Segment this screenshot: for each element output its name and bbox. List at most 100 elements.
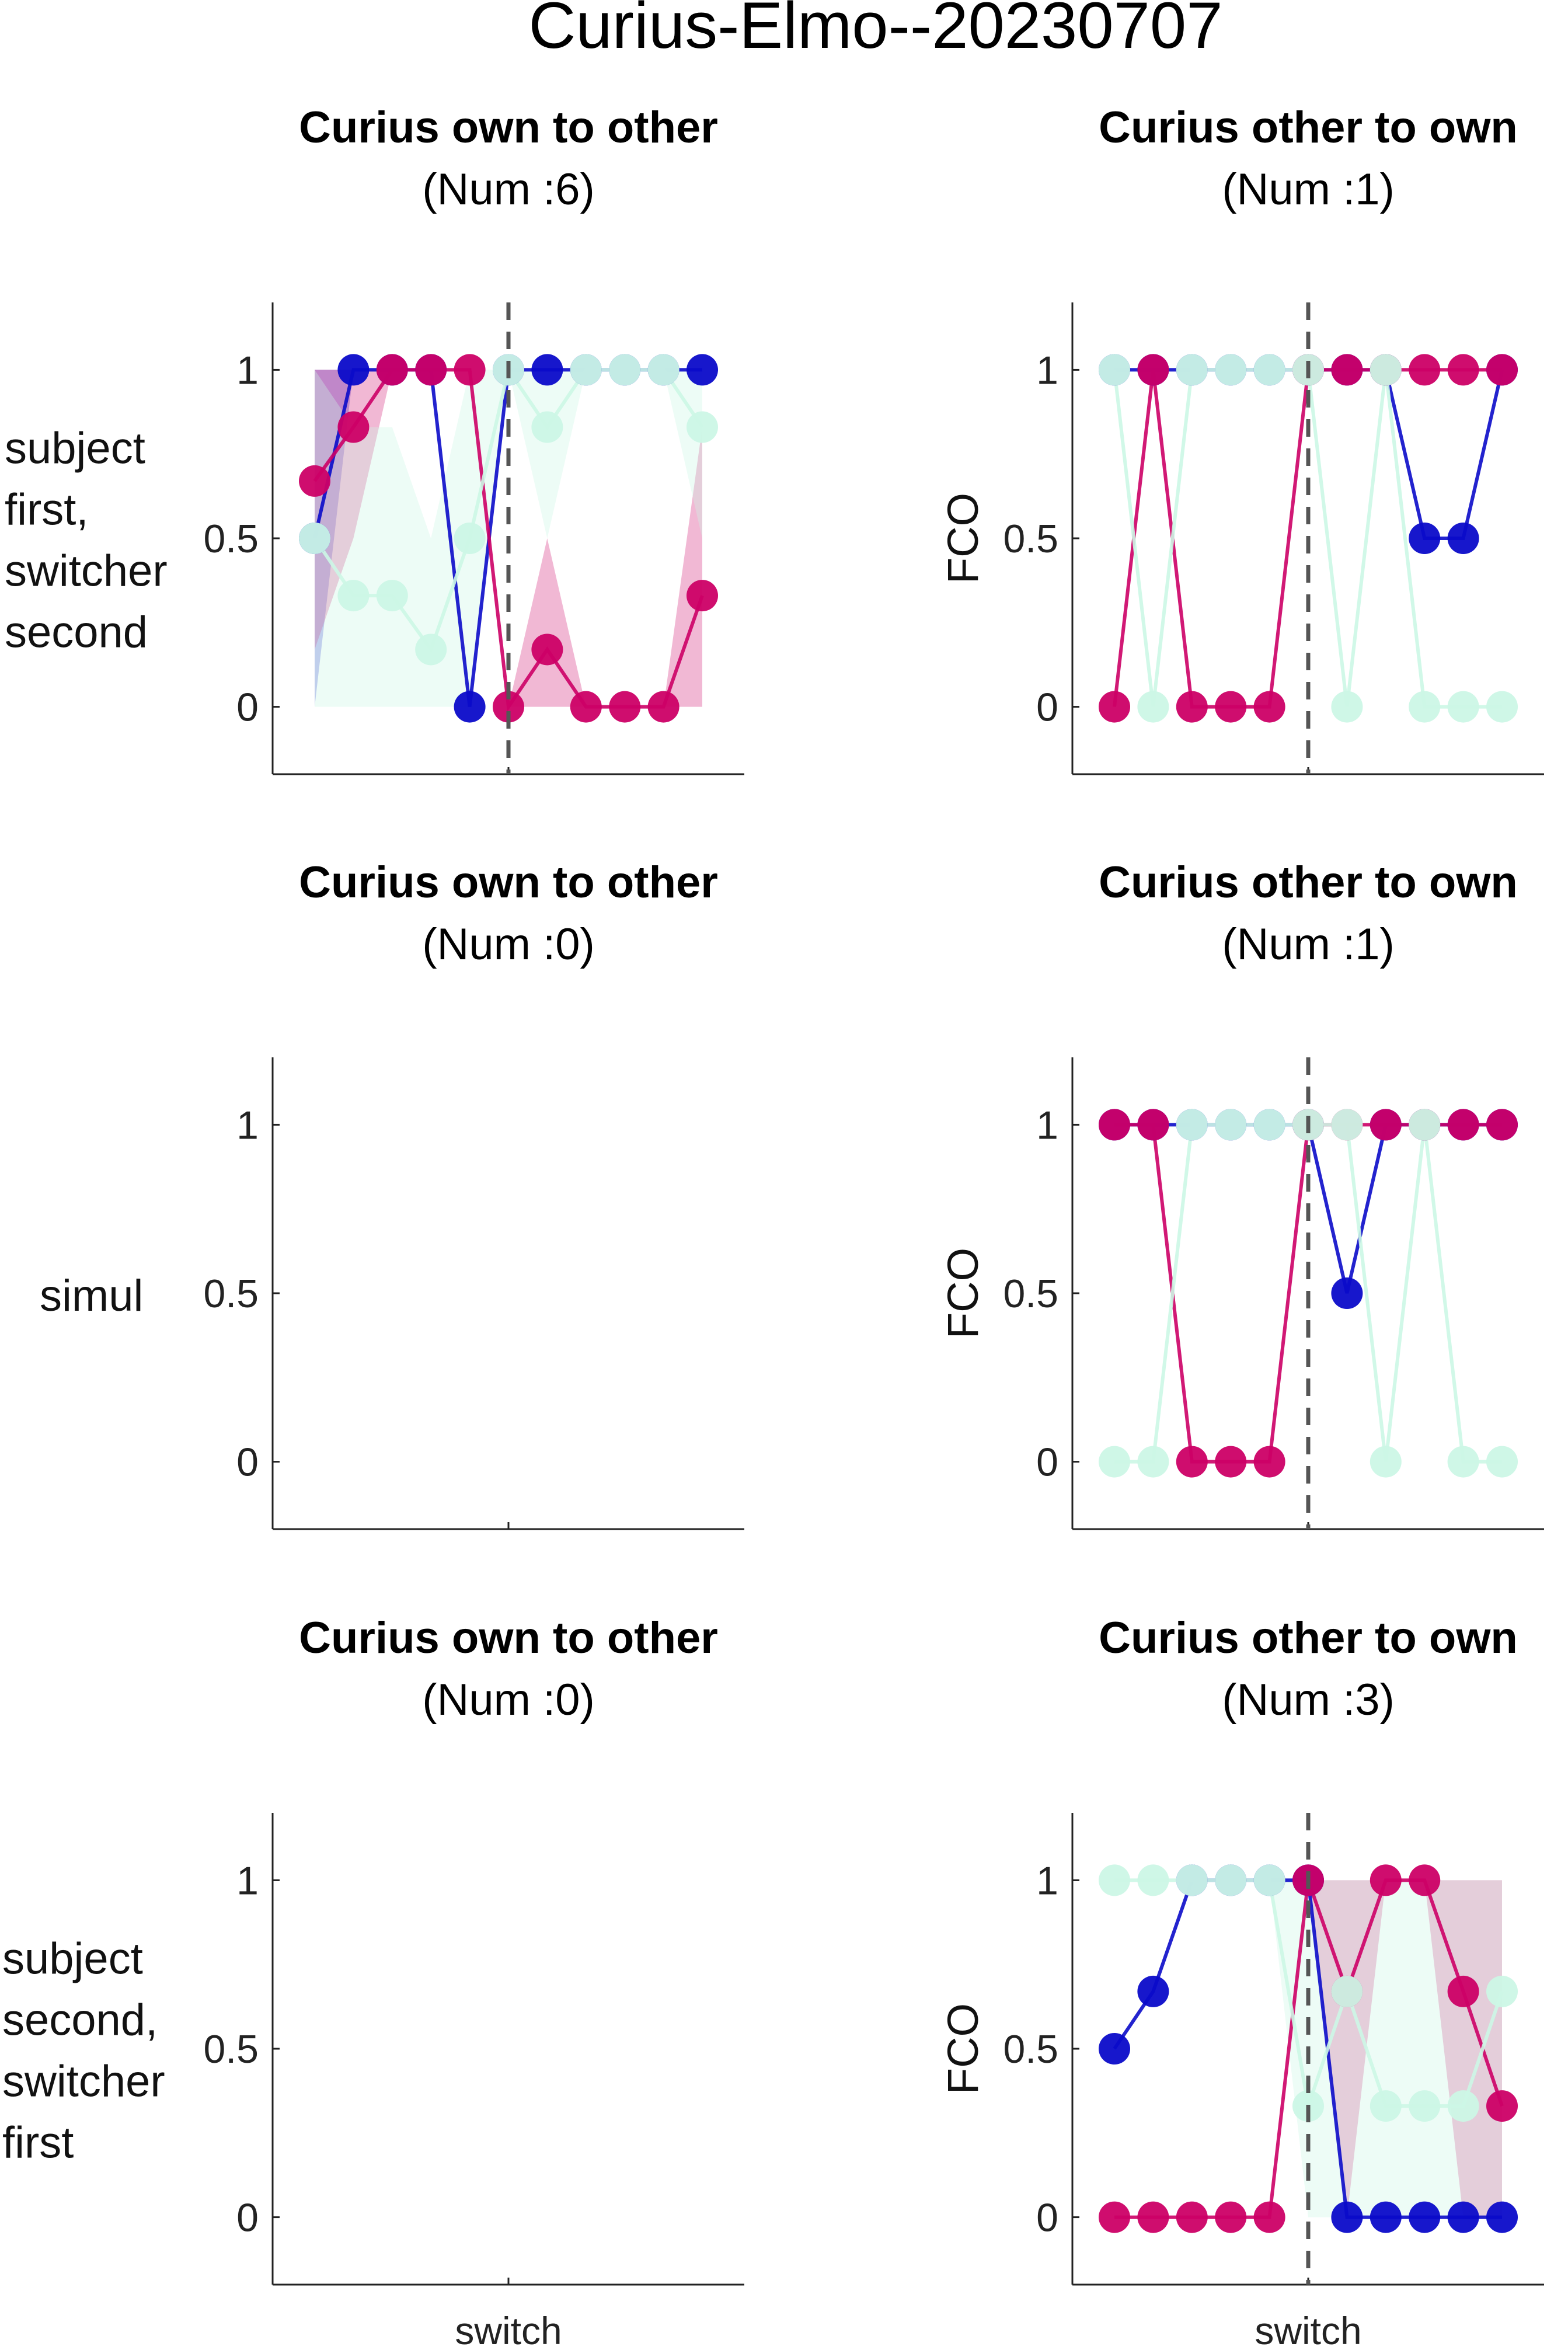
y-axis-label: FCO	[939, 1248, 987, 1339]
data-point-mint	[1176, 354, 1208, 386]
row-label-3-line-1: subject	[2, 1934, 143, 1984]
data-point-blue	[1331, 1277, 1363, 1309]
data-point-mint	[531, 411, 563, 443]
data-point-mint	[1331, 1975, 1363, 2007]
data-point-mint	[1176, 1109, 1208, 1141]
data-point-magenta	[1253, 2201, 1285, 2233]
y-tick-label: 0.5	[1003, 517, 1058, 561]
panel-3: 0 0.5 1 Curius own to other (Num :0)	[203, 858, 744, 1530]
data-point-mint	[1253, 1109, 1285, 1141]
data-point-mint	[1447, 1446, 1479, 1478]
data-point-mint	[1215, 1864, 1247, 1896]
data-point-mint	[1486, 1975, 1518, 2007]
data-point-magenta	[1215, 1446, 1247, 1478]
data-point-blue	[1137, 1975, 1169, 2007]
data-point-blue	[1370, 2201, 1402, 2233]
data-point-mint	[1215, 1109, 1247, 1141]
data-point-magenta	[1176, 2201, 1208, 2233]
data-point-magenta	[687, 580, 718, 612]
data-point-mint	[1253, 354, 1285, 386]
data-point-magenta	[1215, 2201, 1247, 2233]
band-magenta	[315, 370, 702, 707]
y-tick-label: 0	[1036, 1440, 1058, 1485]
panel-subtitle: (Num :1)	[1222, 165, 1395, 214]
data-point-mint	[1137, 1864, 1169, 1896]
data-point-magenta	[337, 411, 370, 443]
data-point-magenta	[1137, 354, 1169, 386]
data-point-mint	[1176, 1864, 1208, 1896]
data-point-blue	[1331, 2201, 1363, 2233]
data-point-mint	[1486, 1446, 1518, 1478]
data-point-magenta	[1409, 354, 1441, 386]
x-tick-label: switch	[1255, 2309, 1361, 2350]
panel-4: 0 0.5 1 Curius other to own (Num :1) FCO	[939, 858, 1544, 1530]
data-point-blue	[1447, 523, 1479, 554]
panel-title: Curius own to other	[299, 103, 718, 152]
y-tick-label: 0.5	[203, 2027, 259, 2072]
data-point-magenta	[1447, 1109, 1479, 1141]
data-point-mint	[1409, 1109, 1441, 1141]
data-point-mint	[1099, 1864, 1130, 1896]
data-point-magenta	[531, 633, 563, 666]
data-point-blue	[337, 354, 370, 386]
data-point-magenta	[1253, 691, 1285, 723]
y-tick-label: 1	[236, 1858, 259, 1903]
data-point-blue	[1486, 2201, 1518, 2233]
data-point-blue	[1409, 2201, 1441, 2233]
panel-title: Curius own to other	[299, 1613, 718, 1663]
panel-subtitle: (Num :1)	[1222, 920, 1395, 969]
data-point-magenta	[1176, 1446, 1208, 1478]
panel-title: Curius other to own	[1099, 1613, 1518, 1663]
panel-title: Curius other to own	[1099, 858, 1518, 907]
y-tick-label: 0.5	[1003, 2027, 1058, 2072]
y-tick-label: 0	[236, 685, 259, 730]
data-point-mint	[376, 580, 408, 612]
panel-2: 0 0.5 1 Curius other to own (Num :1) FCO	[939, 103, 1544, 775]
data-point-magenta	[609, 691, 641, 723]
data-point-mint	[1331, 1109, 1363, 1141]
y-tick-label: 0.5	[203, 517, 259, 561]
data-point-mint	[1099, 1446, 1130, 1478]
row-label-1-line-1: subject	[5, 424, 145, 474]
y-tick-label: 0.5	[203, 1272, 259, 1316]
data-point-blue	[531, 354, 563, 386]
data-point-mint	[1215, 354, 1247, 386]
data-point-magenta	[415, 354, 447, 386]
data-point-mint	[1486, 691, 1518, 723]
y-tick-label: 1	[236, 348, 259, 392]
figure-title: Curius-Elmo--20230707	[528, 0, 1222, 62]
data-point-magenta	[454, 354, 486, 386]
data-point-magenta	[1331, 354, 1363, 386]
y-tick-label: 0	[1036, 685, 1058, 730]
data-point-magenta	[1370, 1864, 1402, 1896]
data-point-mint	[570, 354, 602, 386]
y-tick-label: 1	[1036, 348, 1058, 392]
data-point-magenta	[1370, 1109, 1402, 1141]
data-point-magenta	[1486, 1109, 1518, 1141]
data-point-mint	[454, 523, 486, 554]
data-point-magenta	[1099, 2201, 1130, 2233]
data-point-mint	[1370, 2090, 1402, 2122]
panel-subtitle: (Num :0)	[422, 920, 595, 969]
data-point-magenta	[493, 691, 524, 723]
data-point-mint	[1370, 354, 1402, 386]
y-tick-label: 1	[1036, 1858, 1058, 1903]
data-point-mint	[1370, 1446, 1402, 1478]
data-point-mint	[687, 411, 718, 443]
data-point-mint	[299, 523, 330, 554]
row-label-3-line-3: switcher	[2, 2057, 165, 2107]
data-point-mint	[337, 580, 370, 612]
data-point-blue	[1409, 523, 1441, 554]
data-point-magenta	[1215, 691, 1247, 723]
y-tick-label: 0	[236, 2196, 259, 2240]
data-point-mint	[1331, 691, 1363, 723]
panel-subtitle: (Num :6)	[422, 165, 595, 214]
data-point-magenta	[1253, 1446, 1285, 1478]
data-point-mint	[1447, 2090, 1479, 2122]
data-point-mint	[415, 633, 447, 666]
data-point-magenta	[376, 354, 408, 386]
panel-1: 0 0.5 1 Curius own to other (Num :6)	[203, 103, 744, 775]
data-point-magenta	[1137, 1109, 1169, 1141]
panel-subtitle: (Num :0)	[422, 1675, 595, 1725]
